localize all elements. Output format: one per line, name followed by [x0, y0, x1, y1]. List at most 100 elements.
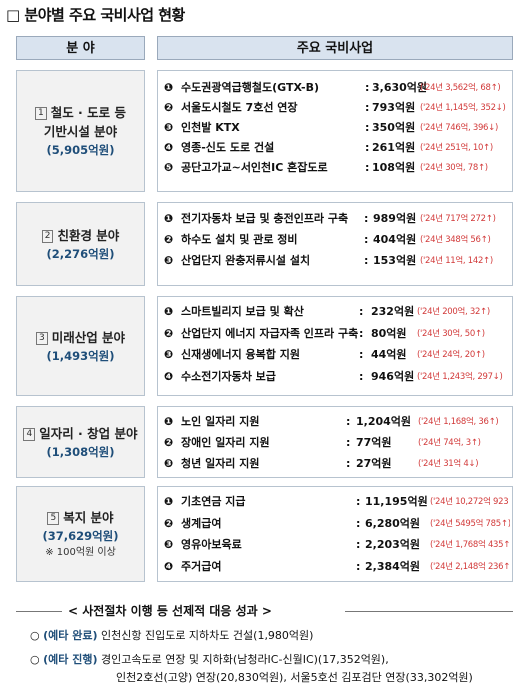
header-category: 분 야 [16, 36, 145, 60]
category-number: 2 [41, 229, 54, 243]
item-marker: ❷ [164, 516, 174, 530]
yoy-change: ('24년 30억, 50↑) [417, 328, 485, 339]
project-row: ❷ 산업단지 에너지 자급자족 인프라 구축:80억원 ('24년 30억, 50↑… [164, 325, 510, 343]
bullet-icon: ○ [30, 629, 40, 642]
project-amount: 108억원 [372, 161, 416, 174]
project-name: 서울도시철도 7호선 연장 [181, 101, 298, 114]
item-marker: ❸ [164, 254, 174, 267]
category-note: ※ 100억원 이상 [45, 546, 116, 558]
project-amount: 44억원 [371, 348, 407, 361]
project-amount: 2,384억원 [365, 559, 421, 573]
category-name: 기반시설 분야 [44, 122, 117, 141]
project-name: 기초연금 지급 [181, 495, 246, 508]
yoy-change: ('24년 1,768억 435↑) [430, 540, 510, 550]
separator-colon: : [359, 348, 364, 361]
category-name: 3 미래산업 분야 [35, 328, 125, 347]
category-number: 5 [47, 511, 60, 525]
project-name: 인천발 KTX [181, 121, 240, 134]
item-marker: ❷ [164, 436, 174, 449]
item-marker: ❸ [164, 348, 174, 361]
yoy-change: ('24년 1,168억, 36↑) [418, 417, 499, 427]
project-amount: 2,203억원 [365, 538, 421, 551]
category-name: 2 친환경 분야 [41, 226, 120, 245]
project-amount: 232억원 [371, 305, 415, 318]
category-number: 1 [34, 107, 47, 120]
category-amount: (5,905억원) [46, 143, 115, 157]
separator-colon: : [364, 233, 369, 246]
category-amount: (37,629억원) [42, 528, 119, 543]
yoy-change: ('24년 348억 56↑) [420, 235, 491, 245]
achievement-tag: (예타 진행) [43, 653, 98, 666]
project-row: ❶ 전기자동차 보급 및 충전인프라 구축:989억원 ('24년 717억 272… [164, 210, 510, 228]
separator-colon: : [359, 326, 364, 340]
project-amount: 153억원 [373, 254, 417, 267]
item-marker: ❶ [164, 495, 174, 508]
achievement-text: 인천2호선(고양) 연장(20,830억원), 서울5호선 김포검단 연장(33… [116, 671, 473, 684]
project-list: ❶ 스마트빌리지 보급 및 확산:232억원 ('24년 200억, 32↑) ❷ 산업… [157, 296, 513, 396]
project-list: ❶ 수도권광역급행철도(GTX-B):3,630억원 ('24년 3,562억, 6… [157, 70, 513, 192]
separator-colon: : [356, 495, 361, 508]
project-row: ❷ 생계급여:6,280억원 ('24년 5495억 785↑) [164, 515, 510, 533]
item-marker: ❶ [164, 212, 174, 225]
header-projects: 주요 국비사업 [157, 36, 513, 60]
item-marker: ❺ [164, 161, 174, 174]
project-amount: 80억원 [371, 326, 407, 340]
yoy-change: ('24년 200억, 32↑) [417, 307, 490, 317]
category-label: 철도 · 도로 등 [50, 105, 127, 120]
project-name: 전기자동차 보급 및 충전인프라 구축 [181, 212, 349, 225]
project-amount: 793억원 [372, 101, 416, 114]
category-number: 3 [35, 331, 48, 345]
yoy-change: ('24년 11억, 142↑) [420, 256, 493, 266]
project-name: 산업단지 에너지 자급자족 인프라 구축 [181, 326, 359, 340]
project-row: ❶ 기초연금 지급:11,195억원 ('24년 10,272억 923↑) [164, 493, 510, 511]
achievement-text: 인천신항 진입도로 지하차도 건설(1,980억원) [97, 629, 314, 642]
yoy-change: ('24년 5495억 785↑) [430, 518, 510, 529]
project-name: 신재생에너지 융복합 지원 [181, 348, 300, 361]
project-name: 수소전기자동차 보급 [181, 369, 276, 383]
project-row: ❸ 신재생에너지 융복합 지원:44억원 ('24년 24억, 20↑) [164, 346, 510, 364]
item-marker: ❷ [164, 101, 174, 114]
project-amount: 404억원 [373, 233, 417, 246]
project-row: ❸ 청년 일자리 지원:27억원 ('24년 31억 4↓) [164, 455, 510, 473]
separator-colon: : [365, 141, 370, 154]
project-row: ❸ 영유아보육료:2,203억원 ('24년 1,768억 435↑) [164, 536, 510, 554]
project-row: ❷ 서울도시철도 7호선 연장:793억원 ('24년 1,145억, 352↓) [164, 99, 510, 117]
project-row: ❷ 장애인 일자리 지원:77억원 ('24년 74억, 3↑) [164, 434, 510, 452]
category-name: 4 일자리 · 창업 분야 [23, 424, 138, 443]
item-marker: ❶ [164, 81, 174, 94]
project-name: 청년 일자리 지원 [181, 457, 260, 470]
category-label: 복지 분야 [63, 509, 114, 525]
separator-colon: : [364, 212, 369, 225]
project-amount: 3,630억원 [372, 81, 428, 94]
separator-colon: : [364, 254, 369, 267]
separator-colon: : [356, 538, 361, 551]
yoy-change: ('24년 2,148억 236↑) [430, 561, 510, 572]
project-row: ❹ 주거급여:2,384억원 ('24년 2,148억 236↑) [164, 558, 510, 576]
item-marker: ❸ [164, 457, 174, 470]
achievements-title: < 사전절차 이행 등 선제적 대응 성과 > [68, 604, 272, 618]
category-cell: 2 친환경 분야 (2,276억원) [16, 202, 145, 286]
project-amount: 27억원 [356, 457, 392, 470]
project-name: 수도권광역급행철도(GTX-B) [181, 81, 320, 94]
achievement-row: ○ (예타 완료) 인천신항 진입도로 지하차도 건설(1,980억원) [30, 628, 313, 644]
yoy-change: ('24년 3,562억, 68↑) [420, 83, 501, 93]
project-amount: 261억원 [372, 141, 416, 154]
item-marker: ❶ [164, 305, 174, 318]
separator-colon: : [365, 81, 370, 94]
separator-colon: : [365, 121, 370, 134]
project-amount: 989억원 [373, 212, 417, 225]
project-row: ❷ 하수도 설치 및 관로 정비:404억원 ('24년 348억 56↑) [164, 231, 510, 249]
project-amount: 6,280억원 [365, 516, 421, 530]
separator-colon: : [359, 305, 364, 318]
item-marker: ❸ [164, 121, 174, 134]
category-number: 4 [23, 427, 36, 441]
yoy-change: ('24년 24억, 20↑) [417, 350, 485, 360]
category-label: 친환경 분야 [57, 227, 120, 243]
yoy-change: ('24년 31억 4↓) [418, 459, 479, 469]
yoy-change: ('24년 74억, 3↑) [418, 438, 481, 448]
project-row: ❶ 수도권광역급행철도(GTX-B):3,630억원 ('24년 3,562억, 6… [164, 79, 510, 97]
achievements-box: < 사전절차 이행 등 선제적 대응 성과 > ○ (예타 완료) 인천신항 진… [16, 600, 513, 696]
project-amount: 946억원 [371, 369, 415, 383]
category-amount: (1,308억원) [46, 444, 115, 459]
